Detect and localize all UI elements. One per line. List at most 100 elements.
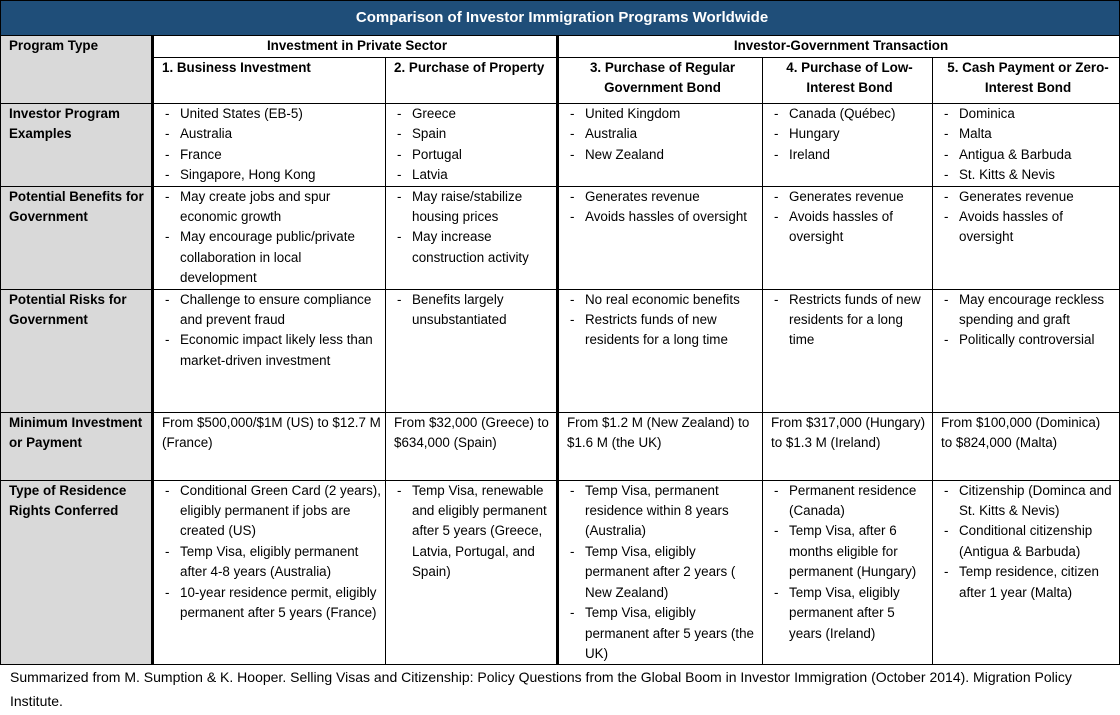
table-cell: From $32,000 (Greece) to $634,000 (Spain… bbox=[385, 411, 558, 481]
list-item: United States (EB-5) bbox=[162, 104, 381, 124]
list-item: Temp Visa, eligibly permanent after 2 ye… bbox=[567, 542, 758, 603]
table-row: Potential Benefits for GovernmentMay cre… bbox=[0, 185, 1120, 290]
bullet-list: Benefits largely unsubstantiated bbox=[394, 290, 552, 330]
table-cell: Generates revenueAvoids hassles of overs… bbox=[931, 185, 1120, 290]
list-item: Avoids hassles of oversight bbox=[771, 207, 928, 248]
table-title: Comparison of Investor Immigration Progr… bbox=[0, 0, 1120, 36]
row-label: Potential Risks for Government bbox=[0, 288, 153, 413]
list-item: Generates revenue bbox=[941, 187, 1115, 207]
column-header: 3. Purchase of Regular Government Bond bbox=[556, 57, 763, 104]
list-item: France bbox=[162, 145, 381, 166]
table-cell: DominicaMaltaAntigua & BarbudaSt. Kitts … bbox=[931, 103, 1120, 187]
list-item: Dominica bbox=[941, 104, 1115, 124]
column-header: 5. Cash Payment or Zero-Interest Bond bbox=[931, 57, 1120, 104]
list-item: Spain bbox=[394, 124, 552, 145]
list-item: Australia bbox=[162, 124, 381, 145]
comparison-table: Comparison of Investor Immigration Progr… bbox=[0, 0, 1120, 665]
table-cell: From $1.2 M (New Zealand) to $1.6 M (the… bbox=[556, 411, 763, 481]
group-government-transaction: Investor-Government Transaction bbox=[555, 35, 1120, 58]
row-label: Investor Program Examples bbox=[0, 103, 153, 187]
table-cell: Conditional Green Card (2 years), eligib… bbox=[151, 479, 386, 666]
table-cell: Temp Visa, renewable and eligibly perman… bbox=[385, 479, 558, 666]
list-item: Conditional citizenship (Antigua & Barbu… bbox=[941, 521, 1115, 562]
list-item: Australia bbox=[567, 124, 758, 145]
table-cell: United States (EB-5)AustraliaFranceSinga… bbox=[151, 103, 386, 187]
column-header: 1. Business Investment bbox=[151, 57, 386, 104]
table-cell: From $500,000/$1M (US) to $12.7 M (Franc… bbox=[151, 411, 386, 481]
bullet-list: No real economic benefitsRestricts funds… bbox=[567, 290, 758, 351]
table-cell: No real economic benefitsRestricts funds… bbox=[556, 288, 763, 413]
list-item: No real economic benefits bbox=[567, 290, 758, 310]
bullet-list: May encourage reckless spending and graf… bbox=[941, 290, 1115, 351]
list-item: Challenge to ensure compliance and preve… bbox=[162, 290, 381, 330]
list-item: New Zealand bbox=[567, 145, 758, 166]
table-row: Type of Residence Rights ConferredCondit… bbox=[0, 479, 1120, 666]
list-item: Restricts funds of new residents for a l… bbox=[771, 290, 928, 351]
list-item: Ireland bbox=[771, 145, 928, 166]
table-cell: United KingdomAustraliaNew Zealand bbox=[556, 103, 763, 187]
table-row: Minimum Investment or Payment From $500,0… bbox=[0, 411, 1120, 481]
table-cell: Restricts funds of new residents for a l… bbox=[762, 288, 933, 413]
list-item: Generates revenue bbox=[567, 187, 758, 207]
bullet-list: May raise/stabilize housing pricesMay in… bbox=[394, 187, 552, 268]
bullet-list: GreeceSpainPortugalLatvia bbox=[394, 104, 552, 185]
list-item: Canada (Québec) bbox=[771, 104, 928, 124]
table-cell: Generates revenueAvoids hassles of overs… bbox=[556, 185, 763, 290]
list-item: Portugal bbox=[394, 145, 552, 166]
row-label: Potential Benefits for Government bbox=[0, 185, 153, 290]
table-cell: Generates revenueAvoids hassles of overs… bbox=[762, 185, 933, 290]
list-item: St. Kitts & Nevis bbox=[941, 165, 1115, 185]
bullet-list: Temp Visa, renewable and eligibly perman… bbox=[394, 481, 552, 583]
list-item: Restricts funds of new residents for a l… bbox=[567, 310, 758, 351]
source-footnote: Summarized from M. Sumption & K. Hooper.… bbox=[10, 669, 1072, 710]
list-item: Temp Visa, eligibly permanent after 5 ye… bbox=[567, 603, 758, 664]
group-private-sector: Investment in Private Sector bbox=[151, 35, 558, 58]
bullet-list: Generates revenueAvoids hassles of overs… bbox=[941, 187, 1115, 248]
table-cell: Challenge to ensure compliance and preve… bbox=[151, 288, 386, 413]
table-cell: From $100,000 (Dominica) to $824,000 (Ma… bbox=[931, 411, 1120, 481]
list-item: Latvia bbox=[394, 165, 552, 185]
bullet-list: Restricts funds of new residents for a l… bbox=[771, 290, 928, 351]
list-item: Economic impact likely less than market-… bbox=[162, 330, 381, 371]
list-item: Temp Visa, after 6 months eligible for p… bbox=[771, 521, 928, 582]
table-row: Potential Risks for GovernmentChallenge … bbox=[0, 288, 1120, 413]
list-item: Malta bbox=[941, 124, 1115, 145]
row-label: Minimum Investment or Payment bbox=[0, 411, 153, 481]
table-cell: Citizenship (Dominca and St. Kitts & Nev… bbox=[931, 479, 1120, 666]
list-item: Greece bbox=[394, 104, 552, 124]
list-item: May raise/stabilize housing prices bbox=[394, 187, 552, 227]
list-item: May create jobs and spur economic growth bbox=[162, 187, 381, 227]
list-item: Permanent residence (Canada) bbox=[771, 481, 928, 521]
table-cell: May create jobs and spur economic growth… bbox=[151, 185, 386, 290]
list-item: May encourage reckless spending and graf… bbox=[941, 290, 1115, 330]
table-cell: May raise/stabilize housing pricesMay in… bbox=[385, 185, 558, 290]
column-header: 2. Purchase of Property bbox=[385, 57, 558, 104]
list-item: Conditional Green Card (2 years), eligib… bbox=[162, 481, 381, 542]
bullet-list: Conditional Green Card (2 years), eligib… bbox=[162, 481, 381, 623]
list-item: May increase construction activity bbox=[394, 227, 552, 268]
table-row: Investor Program ExamplesUnited States (… bbox=[0, 103, 1120, 187]
list-item: Temp residence, citizen after 1 year (Ma… bbox=[941, 562, 1115, 603]
table-cell: Canada (Québec)HungaryIreland bbox=[762, 103, 933, 187]
list-item: Temp Visa, renewable and eligibly perman… bbox=[394, 481, 552, 583]
list-item: Hungary bbox=[771, 124, 928, 145]
bullet-list: May create jobs and spur economic growth… bbox=[162, 187, 381, 288]
list-item: United Kingdom bbox=[567, 104, 758, 124]
bullet-list: Generates revenueAvoids hassles of overs… bbox=[771, 187, 928, 248]
list-item: Temp Visa, permanent residence within 8 … bbox=[567, 481, 758, 542]
list-item: Temp Visa, eligibly permanent after 4-8 … bbox=[162, 542, 381, 583]
table-cell: Temp Visa, permanent residence within 8 … bbox=[556, 479, 763, 666]
bullet-list: Canada (Québec)HungaryIreland bbox=[771, 104, 928, 165]
bullet-list: Temp Visa, permanent residence within 8 … bbox=[567, 481, 758, 664]
list-item: Antigua & Barbuda bbox=[941, 145, 1115, 166]
table-body: Investor Program ExamplesUnited States (… bbox=[0, 103, 1120, 666]
table-cell: May encourage reckless spending and graf… bbox=[931, 288, 1120, 413]
bullet-list: DominicaMaltaAntigua & BarbudaSt. Kitts … bbox=[941, 104, 1115, 185]
list-item: Avoids hassles of oversight bbox=[941, 207, 1115, 248]
list-item: Singapore, Hong Kong bbox=[162, 165, 381, 185]
table-cell: Permanent residence (Canada)Temp Visa, a… bbox=[762, 479, 933, 666]
bullet-list: United States (EB-5)AustraliaFranceSinga… bbox=[162, 104, 381, 185]
bullet-list: Permanent residence (Canada)Temp Visa, a… bbox=[771, 481, 928, 644]
table-cell: From $317,000 (Hungary) to $1.3 M (Irela… bbox=[762, 411, 933, 481]
bullet-list: Challenge to ensure compliance and preve… bbox=[162, 290, 381, 371]
